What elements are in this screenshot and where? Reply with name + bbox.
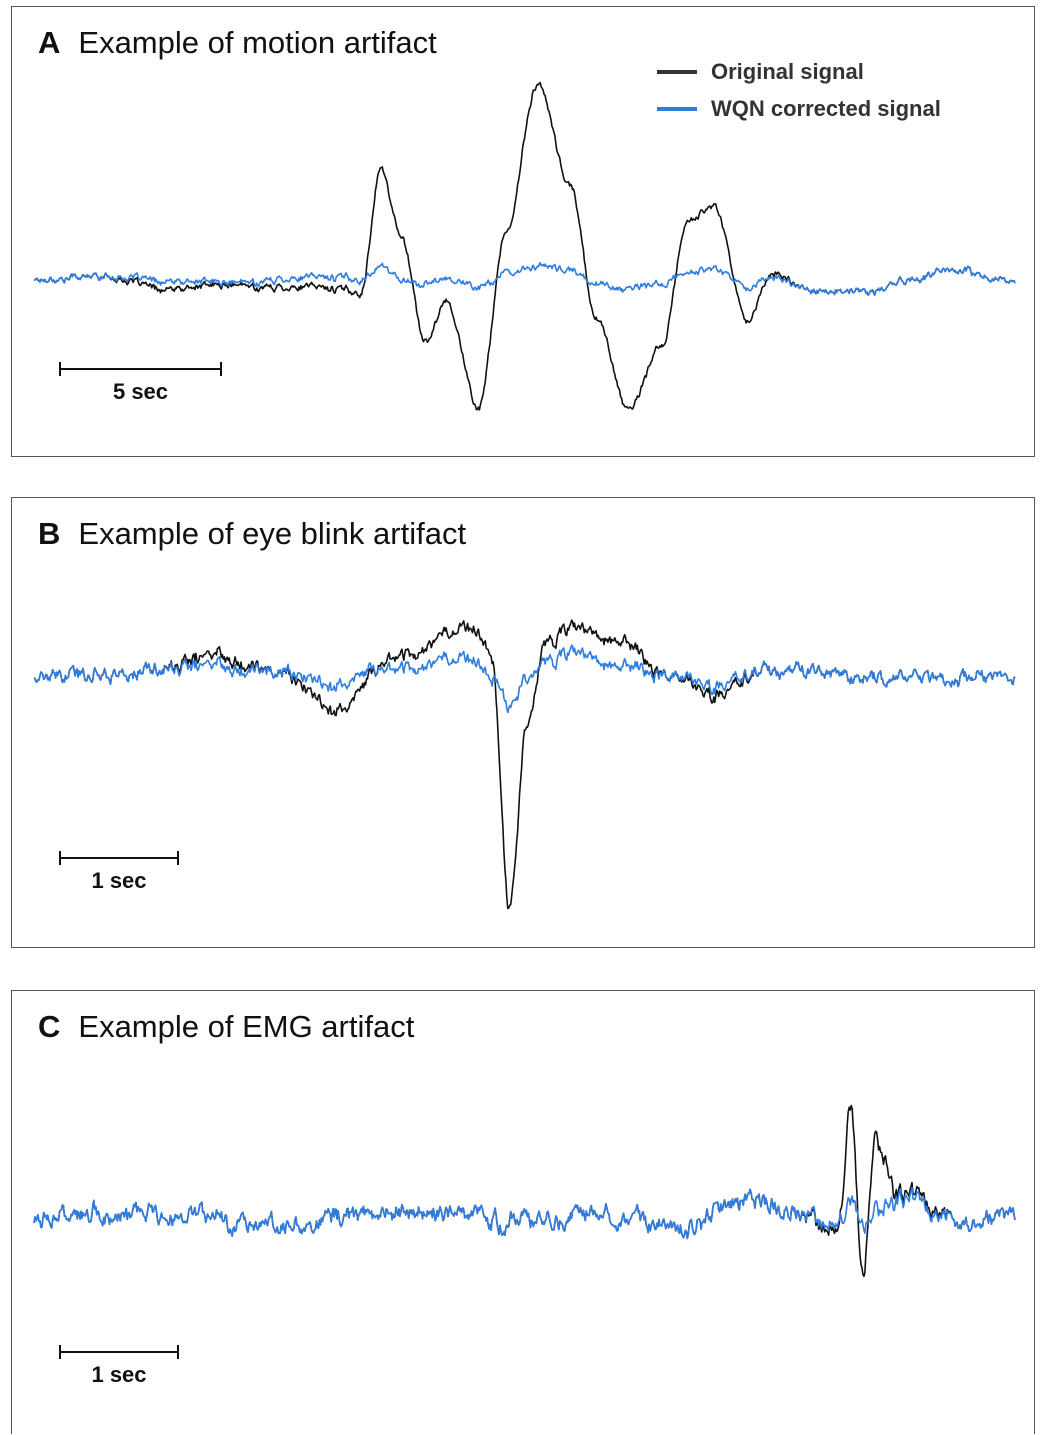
- panel-title: B Example of eye blink artifact: [38, 516, 466, 552]
- legend-swatch-original: [657, 69, 697, 74]
- panel-title-text: Example of EMG artifact: [78, 1009, 415, 1044]
- legend: Original signal WQN corrected signal: [657, 53, 941, 127]
- legend-item-corrected: WQN corrected signal: [657, 90, 941, 127]
- legend-item-original: Original signal: [657, 53, 941, 90]
- original-signal-line: [33, 1104, 1016, 1278]
- corrected-signal-line: [33, 644, 1016, 714]
- legend-label-original: Original signal: [711, 58, 864, 84]
- corrected-signal-line: [33, 261, 1016, 296]
- panel-title: A Example of motion artifact: [38, 25, 437, 61]
- signal-plot-a: [33, 81, 1016, 411]
- scale-bar-line: [59, 1345, 179, 1359]
- scale-bar-label: 5 sec: [112, 379, 169, 404]
- panel-title-text: Example of motion artifact: [78, 25, 437, 60]
- panel-c: C Example of EMG artifact 1 sec: [11, 990, 1035, 1434]
- signal-plot-c: [33, 1104, 1016, 1278]
- original-signal-line: [33, 81, 1016, 411]
- panel-title-text: Example of eye blink artifact: [78, 516, 467, 551]
- scale-bar-line: [59, 362, 222, 376]
- signal-plot-b: [33, 619, 1016, 910]
- panel-a: A Example of motion artifact Original sig…: [11, 6, 1035, 457]
- panel-letter: A: [38, 25, 61, 60]
- scale-bar-line: [59, 851, 179, 865]
- panel-letter: C: [38, 1009, 61, 1044]
- scale-bar-label: 1 sec: [91, 868, 147, 893]
- corrected-signal-line: [33, 1186, 1016, 1240]
- panel-letter: B: [38, 516, 61, 551]
- legend-swatch-corrected: [657, 106, 697, 111]
- original-signal-line: [33, 619, 1016, 910]
- legend-label-corrected: WQN corrected signal: [711, 95, 941, 121]
- panel-b: B Example of eye blink artifact 1 sec: [11, 497, 1035, 948]
- panel-title: C Example of EMG artifact: [38, 1009, 414, 1045]
- scale-bar-label: 1 sec: [91, 1362, 147, 1387]
